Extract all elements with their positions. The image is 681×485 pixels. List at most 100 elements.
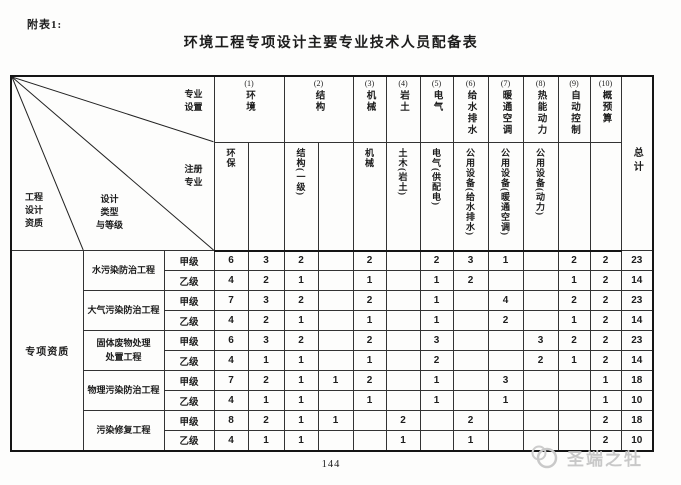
corner-label-design-type-grade: 设计 类型 与等级 (96, 194, 124, 231)
registered-specialty-header: 土木(岩土) (385, 142, 421, 252)
data-cell (452, 350, 489, 371)
table-row: 乙级 4 2 1 1 1 2 1 2 14 (11, 310, 654, 331)
data-cell: 2 (247, 310, 285, 331)
corner-label-engineering-design-qualification: 工程 设计 资质 (25, 192, 44, 229)
data-cell: 1 (283, 310, 319, 331)
table-row: 乙级 4 1 1 1 1 2 10 (11, 430, 654, 451)
table-row: 污染修复工程 甲级 8 2 1 1 2 2 2 18 (11, 410, 654, 451)
registered-specialty-header: 电气(供配电) (419, 142, 454, 252)
data-cell (385, 270, 421, 291)
data-cell: 1 (487, 250, 524, 271)
data-cell: 2 (589, 270, 622, 291)
column-name: 自动控制 (569, 89, 579, 136)
data-cell: 4 (213, 310, 249, 331)
data-cell: 4 (487, 290, 524, 311)
grade-cell: 乙级 (163, 390, 215, 411)
column-number: (3) (364, 79, 375, 88)
data-cell: 14 (620, 310, 654, 331)
data-cell: 3 (247, 290, 285, 311)
grade-cell: 甲级 (163, 250, 215, 271)
data-cell: 6 (213, 330, 249, 351)
data-cell: 2 (589, 310, 622, 331)
data-cell: 10 (620, 390, 654, 411)
column-name: 暖通空调 (500, 89, 511, 136)
data-cell: 2 (283, 250, 319, 271)
data-cell: 1 (283, 390, 319, 411)
registered-specialty-header: 结构(一级) (283, 142, 319, 252)
data-cell: 6 (213, 250, 249, 271)
watermark-logo-icon (531, 445, 558, 469)
data-cell: 2 (419, 350, 454, 371)
grade-cell: 乙级 (163, 270, 215, 291)
table-row: 大气污染防治工程 甲级 7 3 2 2 1 4 2 2 23 (11, 290, 654, 331)
data-cell (557, 390, 591, 411)
data-cell (522, 310, 559, 331)
data-cell: 1 (419, 370, 454, 391)
column-name: 结构 (313, 89, 324, 113)
data-cell: 1 (283, 410, 319, 431)
data-cell: 3 (487, 370, 524, 391)
data-cell (557, 410, 591, 431)
data-cell: 3 (452, 250, 489, 271)
data-cell: 2 (589, 250, 622, 271)
column-number: (2) (313, 79, 324, 88)
data-cell (452, 370, 489, 391)
data-cell (352, 410, 387, 431)
data-cell (385, 250, 421, 271)
table-header-row-1: 专业 设置 注册 专业 设计 类型 与等级 工程 设计 资质 (1) 环境 (2)… (10, 75, 654, 251)
column-name: 概预算 (600, 89, 611, 125)
registered-specialty-header: 公用设备(暖通空调) (487, 142, 524, 252)
data-cell: 23 (620, 330, 654, 351)
data-cell (487, 350, 524, 371)
data-cell (385, 330, 421, 351)
data-cell (385, 290, 421, 311)
total-column-header: 总计 (620, 75, 654, 251)
registered-specialty-header (317, 142, 354, 252)
data-cell: 2 (589, 410, 622, 431)
data-cell (452, 390, 489, 411)
data-cell: 1 (419, 310, 454, 331)
personnel-table: 专业 设置 注册 专业 设计 类型 与等级 工程 设计 资质 (1) 环境 (2)… (10, 75, 654, 452)
data-cell (317, 290, 354, 311)
column-group-header-budget: (10) 概预算 (589, 75, 622, 143)
data-cell: 2 (352, 370, 387, 391)
corner-label-registered-specialty: 注册 专业 (184, 164, 203, 188)
data-cell (385, 310, 421, 331)
table-row: 乙级 4 1 1 1 2 2 1 2 14 (11, 350, 654, 371)
data-cell: 2 (557, 290, 591, 311)
data-cell: 1 (283, 430, 319, 451)
column-number: (1) (244, 79, 254, 88)
data-cell: 2 (283, 330, 319, 351)
table-row: 专项资质 水污染防治工程 甲级 6 3 2 2 2 3 1 2 2 23 (10, 250, 654, 451)
data-cell (487, 430, 524, 451)
column-group-header-structure: (2) 结构 (283, 75, 354, 143)
corner-cell: 专业 设置 注册 专业 设计 类型 与等级 工程 设计 资质 (10, 75, 215, 251)
data-cell: 1 (419, 270, 454, 291)
data-cell (452, 330, 489, 351)
column-name: 电气 (431, 89, 442, 113)
data-cell (557, 370, 591, 391)
data-cell: 23 (620, 290, 654, 311)
data-cell: 2 (557, 250, 591, 271)
data-cell (419, 410, 454, 431)
data-cell (522, 370, 559, 391)
data-cell: 2 (557, 330, 591, 351)
table-header-row-2: 环保 结构(一级) 机械 土木(岩土) 电气(供配电) 公用设备(给水排水) 公… (11, 142, 653, 252)
data-cell: 2 (385, 410, 421, 431)
page-number: 144 (321, 459, 341, 470)
data-cell (522, 290, 559, 311)
registered-specialty-header: 公用设备(给水排水) (452, 142, 489, 252)
registered-specialty-header (589, 142, 622, 252)
data-cell (452, 290, 489, 311)
data-cell: 2 (522, 350, 559, 371)
data-cell: 2 (247, 410, 285, 431)
data-cell (317, 310, 354, 331)
data-cell (452, 310, 489, 331)
data-cell: 7 (213, 370, 249, 391)
data-cell: 18 (620, 370, 654, 391)
column-name: 环境 (244, 89, 254, 113)
registered-specialty-header (557, 142, 591, 252)
data-cell (317, 390, 354, 411)
data-cell: 1 (557, 350, 591, 371)
grade-cell: 甲级 (163, 410, 215, 431)
